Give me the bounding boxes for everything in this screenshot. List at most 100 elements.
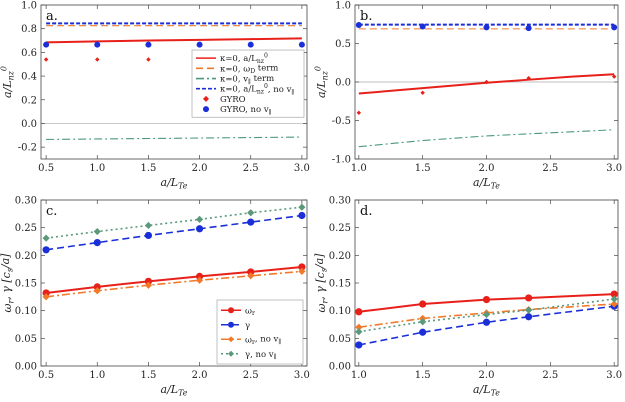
data-point — [611, 74, 617, 79]
series-line — [46, 265, 302, 294]
y-tick-label: 0.0 — [335, 78, 351, 89]
legend-item-: γ — [221, 321, 250, 331]
series-no-v — [355, 295, 618, 336]
legend-label: κ=0, a/Lnz​0​, no v∥​ — [220, 83, 294, 96]
y-tick-label: 0.00 — [329, 362, 351, 373]
y-tick-label: 1.0 — [335, 1, 351, 12]
series-gyro-no-v — [43, 41, 305, 48]
y-tick-label: 0.0 — [21, 119, 37, 130]
x-tick-label: 1.5 — [415, 163, 431, 174]
series-r — [42, 263, 306, 297]
legend-item-r-no-v: ωr​, no v∥​ — [221, 335, 281, 347]
legend: ωr​ γ ωr​, no v∥​ γ, no v∥​ — [216, 299, 304, 365]
legend-swatch-marker — [228, 321, 234, 328]
y-tick-label: -0.5 — [332, 116, 351, 127]
y-tick-label: 1.0 — [21, 1, 37, 12]
series-line — [358, 129, 615, 148]
data-point — [298, 203, 306, 211]
x-tick-label: 2.0 — [479, 370, 495, 381]
data-point — [355, 323, 363, 331]
panel-label: c. — [46, 204, 57, 219]
series-gyro — [356, 74, 617, 115]
data-point — [196, 41, 203, 48]
data-point — [298, 267, 306, 275]
y-tick-label: 0.10 — [15, 306, 37, 317]
series-0-a-l-nz-0 — [358, 73, 615, 95]
y-tick-label: 0.15 — [329, 279, 351, 290]
panel-label: d. — [360, 204, 372, 219]
x-tick-label: 2.0 — [192, 163, 208, 174]
data-point — [420, 90, 425, 95]
panel-label: a. — [46, 9, 58, 24]
series-line — [46, 206, 302, 239]
data-point — [94, 41, 101, 48]
data-point — [93, 283, 101, 291]
data-point — [42, 289, 50, 297]
legend-item-0-d-term: κ=0, ωD​ term — [196, 64, 278, 76]
data-point — [144, 221, 153, 230]
y-tick-label: 0.00 — [15, 362, 37, 373]
data-point — [482, 296, 491, 304]
x-tick-label: 2.5 — [243, 370, 259, 381]
x-tick-label: 1.5 — [140, 163, 156, 174]
series-line — [358, 73, 615, 95]
data-point — [195, 215, 204, 223]
y-tick-label: -0.2 — [18, 143, 37, 154]
legend-label: κ=0, ωD​ term — [220, 64, 278, 76]
data-point — [95, 57, 100, 62]
data-point — [355, 341, 363, 349]
x-tick-label: 3.0 — [294, 163, 310, 174]
legend-item-0-v-term: κ=0, v∥​ term — [196, 74, 274, 85]
data-point — [146, 57, 151, 62]
x-tick-label: 3.0 — [294, 370, 310, 381]
data-point — [482, 318, 491, 326]
series-r — [355, 290, 618, 316]
y-tick-label: 0.4 — [21, 72, 37, 83]
y-tick-label: 0.15 — [15, 279, 37, 290]
legend-label: ωr​, no v∥​ — [245, 335, 281, 347]
y-tick-label: 0.20 — [15, 251, 37, 262]
legend-item-r: ωr​ — [221, 306, 255, 317]
x-tick-label: 3.0 — [606, 370, 622, 381]
legend-label: κ=0, a/Lnz​0​ — [220, 53, 268, 65]
legend-label: GYRO — [220, 95, 246, 105]
data-point — [355, 308, 363, 316]
data-point — [247, 268, 255, 276]
series-line — [46, 37, 302, 44]
data-point — [247, 41, 254, 48]
panel-c: 0.5 1.0 1.5 2.0 2.5 3.0 0.00 0.05 0.10 0.15 0.20 0.… — [0, 196, 310, 398]
legend-label: GYRO, no v∥​ — [220, 105, 272, 116]
legend-item-gyro-no-v: GYRO, no v∥​ — [203, 105, 272, 116]
x-tick-label: 1.0 — [89, 370, 105, 381]
x-tick-label: 2.5 — [542, 163, 558, 174]
series-line — [46, 136, 302, 140]
data-point — [610, 300, 618, 308]
legend-label: γ, no v∥​ — [245, 350, 277, 361]
y-tick-label: 0.6 — [21, 48, 37, 59]
legend-swatch-marker — [203, 95, 209, 102]
y-axis-label: a/Lnz​0​ — [314, 66, 330, 98]
data-point — [42, 293, 50, 301]
x-tick-label: 1.0 — [351, 163, 367, 174]
series- — [42, 211, 306, 254]
data-point — [526, 75, 531, 81]
data-point — [610, 295, 618, 303]
x-tick-label: 2.0 — [192, 370, 208, 381]
x-tick-label: 1.5 — [415, 370, 431, 381]
data-point — [145, 41, 152, 48]
data-point — [525, 25, 532, 32]
panel-a: 0.5 1.0 1.5 2.0 2.5 3.0 -0.2 0.0 0.2 0.4 0.6 0.8 1.0… — [0, 1, 310, 191]
legend-item-0-a-l-nz-0: κ=0, a/Lnz​0​ — [196, 53, 268, 65]
x-axis-label: a/LTe​ — [473, 176, 500, 190]
x-axis-label: a/LTe​ — [161, 176, 188, 190]
series-r-no-v — [42, 267, 306, 301]
legend-swatch-marker — [228, 307, 234, 314]
legend-label: ωr​ — [245, 306, 255, 317]
data-point — [195, 276, 204, 284]
data-point — [298, 211, 306, 220]
x-axis-label: a/LTe​ — [161, 383, 188, 397]
data-point — [355, 22, 362, 29]
data-point — [93, 287, 101, 295]
x-tick-label: 2.0 — [479, 163, 495, 174]
data-point — [93, 227, 101, 236]
